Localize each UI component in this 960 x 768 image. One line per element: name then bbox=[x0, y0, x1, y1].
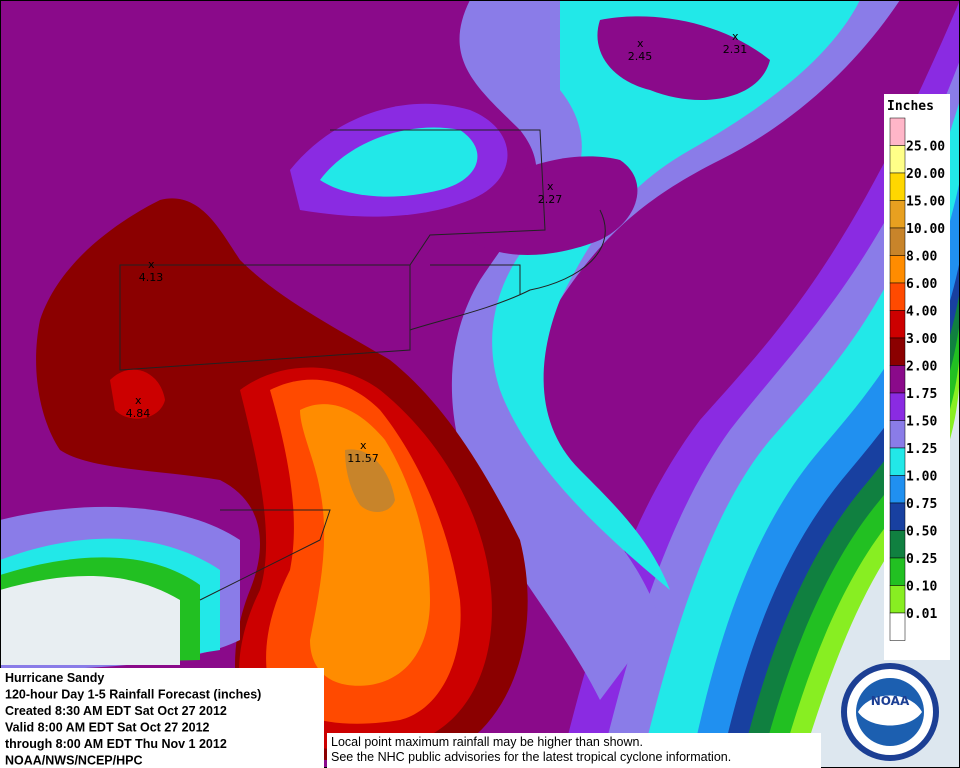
noaa-logo: NOAA bbox=[841, 663, 939, 761]
legend-swatch bbox=[889, 337, 906, 366]
legend-label: 25.00 bbox=[906, 140, 945, 155]
info-line: Hurricane Sandy bbox=[5, 671, 104, 685]
legend-label: 0.25 bbox=[906, 552, 937, 567]
legend: Inches 25.00 20.00 15.00 10.00 8.00 6.00 4.00 3.… bbox=[884, 94, 950, 660]
legend-swatch bbox=[889, 172, 906, 201]
legend-swatch bbox=[889, 557, 906, 586]
legend-label: 20.00 bbox=[906, 167, 945, 182]
point-label: 4.13 bbox=[139, 271, 164, 284]
point-marker: x bbox=[637, 37, 644, 50]
legend-swatch bbox=[889, 612, 906, 641]
point-label: 2.45 bbox=[628, 50, 653, 63]
point-marker: x bbox=[547, 180, 554, 193]
legend-swatch bbox=[889, 530, 906, 559]
legend-swatch bbox=[889, 282, 906, 311]
disclaimer-line: See the NHC public advisories for the la… bbox=[331, 750, 731, 764]
legend-label: 2.00 bbox=[906, 360, 937, 375]
borders bbox=[119, 129, 606, 601]
legend-swatch bbox=[889, 475, 906, 504]
logo-bird bbox=[858, 695, 922, 726]
legend-label: 0.50 bbox=[906, 525, 937, 540]
legend-swatch bbox=[889, 310, 906, 339]
disclaimer-line: Local point maximum rainfall may be high… bbox=[331, 735, 643, 749]
legend-label: 0.10 bbox=[906, 580, 937, 595]
legend-label: 4.00 bbox=[906, 305, 937, 320]
legend-swatch bbox=[889, 200, 906, 229]
disclaimer-panel bbox=[327, 733, 821, 768]
info-line: Valid 8:00 AM EDT Sat Oct 27 2012 bbox=[5, 721, 210, 735]
legend-label: 1.50 bbox=[906, 415, 937, 430]
point-label: 4.84 bbox=[126, 407, 151, 420]
logo-text: NOAA bbox=[871, 694, 910, 708]
point-marker: x bbox=[135, 394, 142, 407]
legend-swatch bbox=[889, 255, 906, 284]
legend-label: 8.00 bbox=[906, 250, 937, 265]
point-label: 11.57 bbox=[347, 452, 379, 465]
legend-swatch bbox=[889, 365, 906, 394]
legend-label: 0.75 bbox=[906, 497, 937, 512]
point-label: 2.27 bbox=[538, 193, 563, 206]
legend-label: 10.00 bbox=[906, 222, 945, 237]
info-line: 120-hour Day 1-5 Rainfall Forecast (inch… bbox=[5, 688, 261, 702]
point-marker: x bbox=[360, 439, 367, 452]
legend-label: 6.00 bbox=[906, 277, 937, 292]
legend-swatch bbox=[889, 502, 906, 531]
legend-title: Inches bbox=[887, 99, 934, 114]
legend-swatch bbox=[889, 585, 906, 614]
legend-label: 1.75 bbox=[906, 387, 937, 402]
info-line: through 8:00 AM EDT Thu Nov 1 2012 bbox=[5, 737, 227, 751]
legend-label: 1.25 bbox=[906, 442, 937, 457]
info-panel bbox=[0, 668, 324, 768]
info-line: NOAA/NWS/NCEP/HPC bbox=[5, 754, 143, 768]
info-box: Hurricane Sandy 120-hour Day 1-5 Rainfall… bbox=[0, 668, 324, 768]
legend-swatch bbox=[889, 420, 906, 449]
disclaimer: Local point maximum rainfall may be high… bbox=[327, 733, 821, 768]
legend-swatch bbox=[889, 447, 906, 476]
legend-label: 3.00 bbox=[906, 332, 937, 347]
info-line: Created 8:30 AM EDT Sat Oct 27 2012 bbox=[5, 704, 227, 718]
point-marker: x bbox=[148, 258, 155, 271]
legend-swatch bbox=[889, 145, 906, 174]
legend-swatch bbox=[889, 392, 906, 421]
legend-label: 1.00 bbox=[906, 470, 937, 485]
legend-label: 15.00 bbox=[906, 195, 945, 210]
legend-label: 0.01 bbox=[906, 607, 937, 622]
legend-swatch bbox=[889, 227, 906, 256]
legend-swatch bbox=[889, 117, 906, 146]
point-marker: x bbox=[732, 30, 739, 43]
point-label: 2.31 bbox=[723, 43, 748, 56]
